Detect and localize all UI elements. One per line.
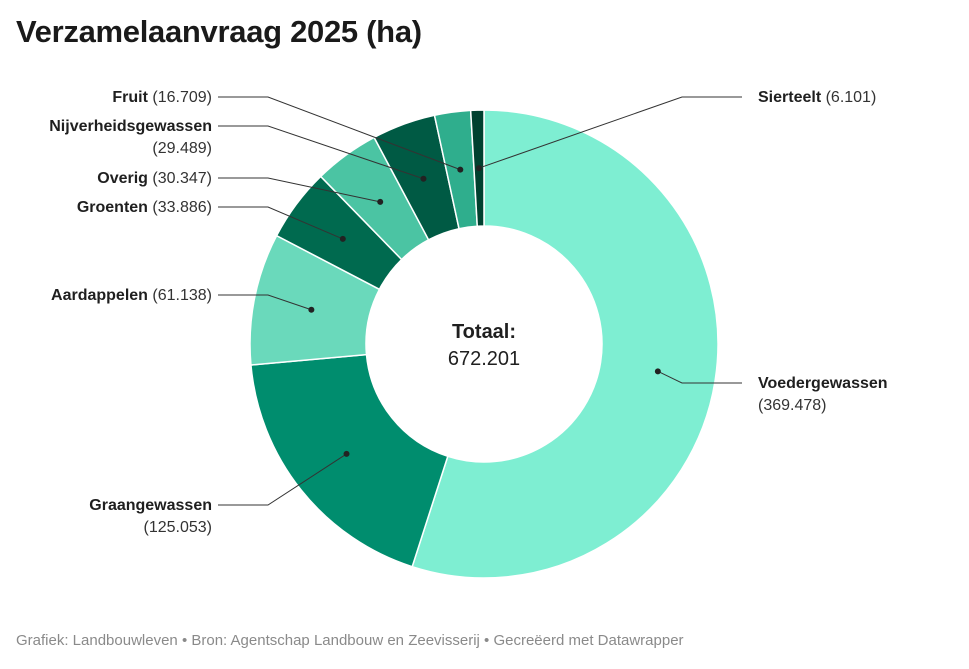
leader-dot-graangewassen (343, 450, 350, 457)
leader-line-fruit (218, 96, 461, 171)
leader-dot-fruit (457, 166, 464, 173)
leader-line-voedergewassen (657, 370, 742, 384)
leader-line-groenten (218, 206, 344, 240)
leader-line-aardappelen (218, 294, 312, 311)
label-overig: Overig (30.347) (97, 170, 212, 187)
chart-title: Verzamelaanvraag 2025 (ha) (16, 14, 422, 49)
leader-line-sierteelt (478, 96, 742, 169)
slice-graangewassen (250, 353, 449, 568)
label-nijverheidsgewassen-value: (29.489) (152, 140, 212, 157)
center-total-label: Totaal: (452, 321, 516, 343)
leader-dot-overig (377, 198, 384, 205)
leader-lines (218, 96, 742, 506)
label-fruit: Fruit (16.709) (112, 89, 212, 106)
label-aardappelen: Aardappelen (61.138) (51, 287, 212, 304)
leader-dot-groenten (339, 235, 346, 242)
label-sierteelt: Sierteelt (6.101) (758, 89, 876, 106)
label-groenten: Groenten (33.886) (77, 199, 212, 216)
chart-footer: Grafiek: Landbouwleven • Bron: Agentscha… (16, 632, 684, 649)
label-graangewassen-value: (125.053) (144, 519, 213, 536)
label-voedergewassen-name: Voedergewassen (758, 375, 888, 392)
donut-slices (249, 109, 719, 579)
slice-labels: Voedergewassen (369.478) Graangewassen (125… (49, 89, 887, 536)
leader-dot-voedergewassen (654, 368, 661, 375)
leader-dot-aardappelen (308, 306, 315, 313)
slice-voedergewassen (411, 109, 719, 579)
leader-dot-nijverheidsgewassen (420, 175, 427, 182)
label-nijverheidsgewassen-name: Nijverheidsgewassen (49, 118, 212, 135)
leader-line-nijverheidsgewassen (218, 125, 424, 180)
leader-dot-sierteelt (475, 165, 482, 172)
label-graangewassen-name: Graangewassen (89, 497, 212, 514)
center-total-value: 672.201 (448, 348, 520, 370)
leader-line-graangewassen (218, 453, 347, 506)
leader-line-overig (218, 177, 381, 203)
label-voedergewassen-value: (369.478) (758, 397, 827, 414)
